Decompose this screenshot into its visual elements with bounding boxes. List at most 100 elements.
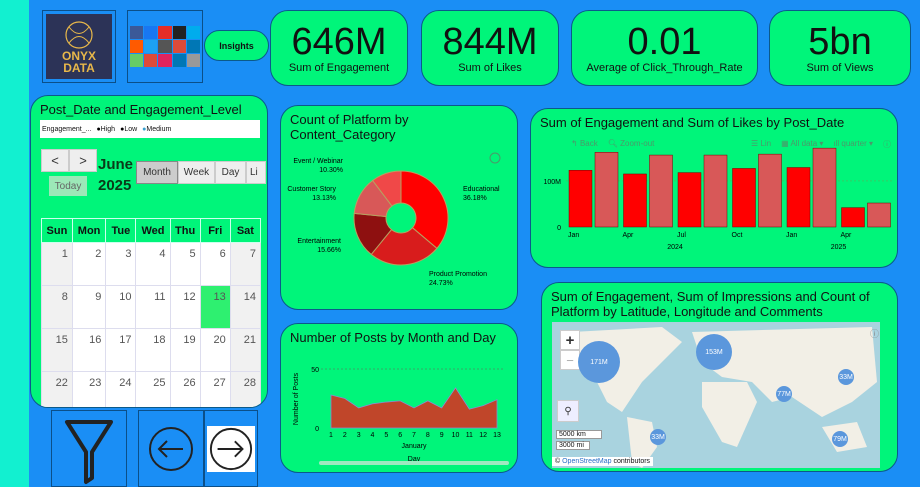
- osm-link[interactable]: OpenStreetMap: [562, 458, 612, 465]
- calendar-day[interactable]: 6: [199, 242, 231, 286]
- x-tick: Jan: [568, 232, 579, 239]
- calendar-day[interactable]: 2: [71, 242, 107, 286]
- filter-button[interactable]: [51, 410, 127, 487]
- calendar-day[interactable]: 8: [41, 285, 73, 329]
- view-week-button[interactable]: Week: [178, 161, 215, 184]
- zoom-out-tool[interactable]: 🔍︎ Zoom-out: [607, 139, 655, 148]
- social-media-image: [127, 10, 203, 83]
- bar-toolbar: ↰ Back 🔍︎ Zoom-out ☰ Lin ▦ All data ▾ ıl…: [571, 139, 891, 150]
- calendar-day[interactable]: 23: [71, 371, 107, 407]
- lasso-icon: ⚲: [564, 405, 572, 417]
- view-month-button[interactable]: Month: [136, 161, 178, 184]
- bar[interactable]: [732, 168, 756, 228]
- weekday-header: Thu: [169, 218, 201, 243]
- scale-tool[interactable]: ☰ Lin: [751, 139, 772, 148]
- range-tool[interactable]: ▦ All data ▾: [781, 139, 824, 148]
- x-tick: Oct: [732, 232, 743, 239]
- calendar-day[interactable]: 26: [169, 371, 201, 407]
- onyx-logo: ONYX DATA: [42, 10, 116, 83]
- map-view[interactable]: + − ⚲ ⓘ 5000 km 3000 mi © OpenStreetMap …: [552, 322, 880, 468]
- weekday-header: Wed: [135, 218, 171, 243]
- calendar-day[interactable]: 3: [105, 242, 137, 286]
- map-zoom-in[interactable]: +: [560, 330, 580, 350]
- interval-tool[interactable]: ıll quarter ▾: [833, 139, 873, 148]
- pie-slice-product-promotion[interactable]: [370, 226, 438, 266]
- bar[interactable]: [758, 153, 782, 228]
- scale-km: 5000 km: [556, 430, 602, 439]
- calendar-week: 22 23 24 25 26 27 28: [41, 371, 262, 407]
- bar[interactable]: [623, 173, 647, 228]
- bar[interactable]: [786, 167, 811, 228]
- view-day-button[interactable]: Day: [215, 161, 246, 184]
- map-help-icon[interactable]: ⓘ: [870, 329, 880, 339]
- calendar-day[interactable]: 24: [105, 371, 137, 407]
- calendar-day[interactable]: 5: [169, 242, 201, 286]
- calendar-day[interactable]: 21: [229, 328, 262, 372]
- bar[interactable]: [568, 170, 593, 228]
- map-bubble[interactable]: 171M: [578, 341, 620, 383]
- calendar-day[interactable]: 18: [135, 328, 171, 372]
- area-series[interactable]: [330, 387, 498, 429]
- calendar-day[interactable]: 17: [105, 328, 137, 372]
- map-bubble[interactable]: 77M: [776, 386, 792, 402]
- calendar-day[interactable]: 19: [169, 328, 201, 372]
- bar[interactable]: [649, 154, 673, 228]
- calendar-day[interactable]: 15: [41, 328, 73, 372]
- map-bubble[interactable]: 79M: [832, 431, 848, 447]
- calendar-day[interactable]: 7: [229, 242, 262, 286]
- x-tick: 11: [466, 432, 473, 439]
- scrollbar[interactable]: [319, 461, 509, 465]
- back-button[interactable]: [138, 410, 204, 487]
- lasso-select-button[interactable]: ⚲: [557, 400, 579, 422]
- bar[interactable]: [812, 147, 837, 228]
- bar[interactable]: [703, 154, 728, 228]
- legend-medium: ●Medium: [142, 125, 172, 133]
- legend-low: ●Low: [120, 125, 138, 133]
- calendar-day[interactable]: 1: [41, 242, 73, 286]
- calendar-day[interactable]: 14: [229, 285, 262, 329]
- calendar-day[interactable]: 9: [71, 285, 107, 329]
- calendar-day[interactable]: 16: [71, 328, 107, 372]
- help-icon[interactable]: [489, 152, 501, 164]
- bar-chart: 100M 0 Jan Apr Jul Oct Jan Apr 2024 2025: [543, 147, 893, 251]
- view-list-button[interactable]: Li: [246, 161, 266, 184]
- calendar-day[interactable]: 13: [199, 285, 231, 329]
- calendar-day[interactable]: 27: [199, 371, 231, 407]
- logo-text-onyx: ONYX: [61, 48, 96, 63]
- bar[interactable]: [677, 172, 702, 228]
- next-month-button[interactable]: >: [69, 149, 97, 172]
- insights-button[interactable]: Insights: [204, 30, 269, 61]
- calendar-day[interactable]: 11: [135, 285, 171, 329]
- map-bubble[interactable]: 153M: [696, 334, 732, 370]
- calendar-day[interactable]: 20: [199, 328, 231, 372]
- calendar-day[interactable]: 25: [135, 371, 171, 407]
- map-bubble[interactable]: 33M: [650, 429, 666, 445]
- calendar-day[interactable]: 28: [229, 371, 262, 407]
- bar-chart-title: Sum of Engagement and Sum of Likes by Po…: [540, 115, 845, 130]
- pie-slice-event-webinar[interactable]: [371, 170, 402, 207]
- logo-text-data: DATA: [63, 60, 95, 75]
- map-bubble[interactable]: 33M: [838, 369, 854, 385]
- calendar-grid: Sun Mon Tue Wed Thu Fri Sat 1 2 3 4 5 6 7 8 9 10 11 12 13 14…: [41, 218, 262, 407]
- calendar-day[interactable]: 12: [169, 285, 201, 329]
- kpi-value: 0.01: [627, 21, 702, 63]
- bar-chart-card: Sum of Engagement and Sum of Likes by Po…: [530, 108, 898, 268]
- bar[interactable]: [594, 152, 619, 228]
- kpi-label: Sum of Views: [806, 62, 874, 74]
- x-tick: Jan: [786, 232, 797, 239]
- pie-chart-card: Count of Platform by Content_Category Ed…: [280, 105, 518, 310]
- bar[interactable]: [867, 202, 891, 228]
- bar[interactable]: [841, 207, 865, 228]
- calendar-day[interactable]: 4: [135, 242, 171, 286]
- calendar-day[interactable]: 22: [41, 371, 73, 407]
- prev-month-button[interactable]: <: [41, 149, 69, 172]
- arrow-left-icon: [149, 426, 193, 471]
- forward-button[interactable]: [204, 410, 258, 487]
- today-button[interactable]: Today: [49, 176, 87, 196]
- help-icon[interactable]: ⓘ: [883, 140, 891, 149]
- calendar-day[interactable]: 10: [105, 285, 137, 329]
- pie-slice-educational[interactable]: [400, 170, 449, 250]
- back-tool[interactable]: ↰ Back: [571, 139, 598, 148]
- map-zoom-out[interactable]: −: [560, 350, 580, 370]
